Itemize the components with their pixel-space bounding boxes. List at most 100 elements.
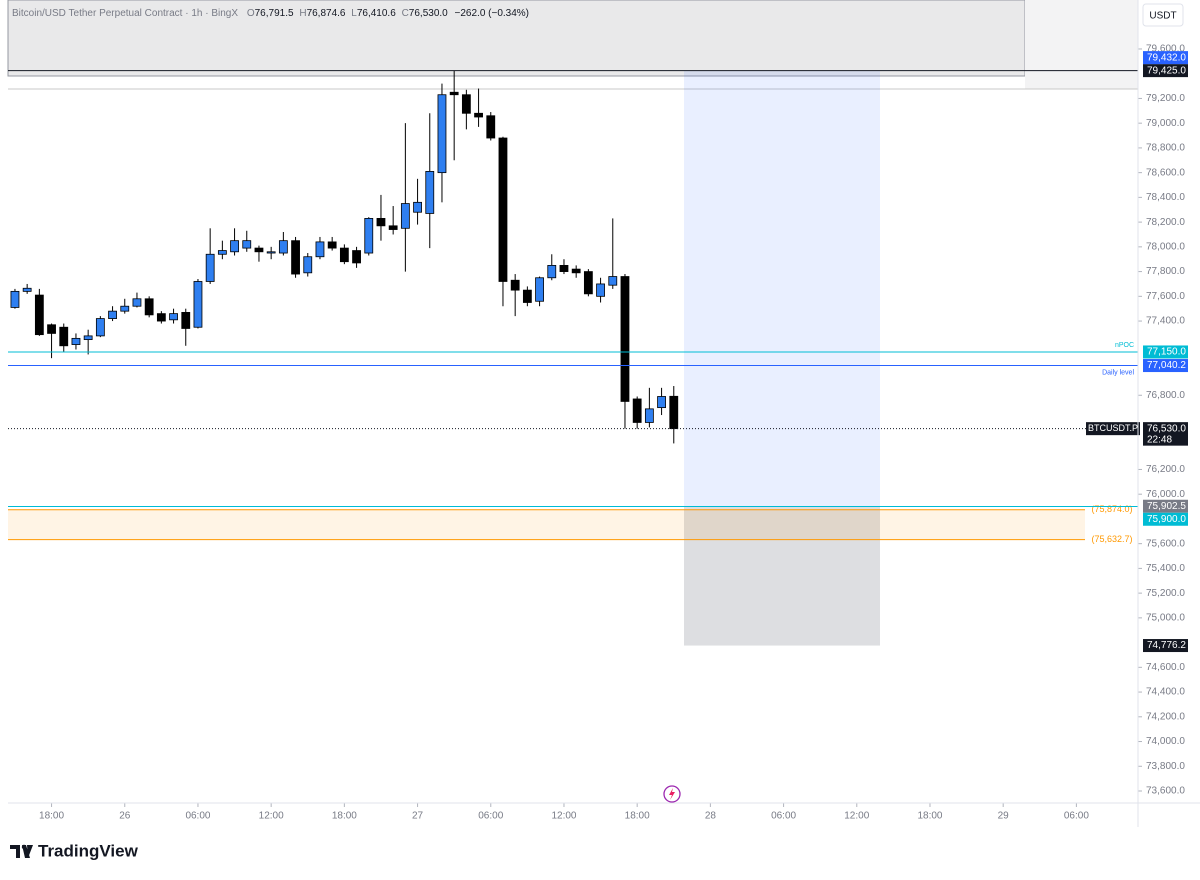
y-tick-label: 77,800.0 [1146,266,1185,277]
zone-label: (75,874.0) [1091,504,1132,514]
candle-body [303,256,313,274]
x-tick-label: 06:00 [771,811,796,822]
candle-body [95,318,105,337]
header: Bitcoin/USD Tether Perpetual Contract · … [12,8,529,19]
candle-body [315,241,325,258]
candle-body [132,298,142,307]
candle-body [449,91,459,96]
event-bolt [669,788,675,800]
candle-body [169,313,178,321]
y-tick-label: 74,000.0 [1146,736,1185,747]
candle-body [242,240,252,249]
candle-body [278,240,288,254]
candle-body [486,115,496,139]
plot-layer: 79,600.0 79,200.0 79,000.0 78,800.0 78,600.0… [8,44,1188,822]
x-tick-label: 06:00 [1064,811,1089,822]
candle-body [669,395,679,430]
candle-body [230,240,239,253]
price-label-box [1143,359,1188,373]
brand: TradingView [38,841,139,860]
y-tick-label: 79,600.0 [1146,44,1185,55]
price-label: 74,776.2 [1147,640,1186,651]
ohlc-value: 76,530.0 [409,8,448,19]
range-box [7,0,1026,77]
ohlc-value: 76,410.6 [357,8,396,19]
logo [10,844,33,858]
candle-body [510,279,520,291]
zone [8,509,1085,540]
ohlc-value: 76,791.5 [255,8,294,19]
price-label-box [1143,639,1188,653]
price-label-box [1143,499,1188,513]
currency-button[interactable] [1142,3,1184,27]
candle-body [376,218,386,227]
candle-body [644,408,654,423]
y-tick-label: 74,200.0 [1146,711,1185,722]
price-label: 76,530.0 [1147,423,1186,434]
x-tick-label: 18:00 [39,811,64,822]
candle-body [156,313,166,322]
y-tick-label: 73,600.0 [1146,786,1185,797]
ohlc-key: O [247,8,255,19]
change: −262.0 (−0.34%) [455,8,530,19]
countdown-box [1143,433,1188,446]
y-tick-label: 78,200.0 [1146,217,1185,228]
y-tick-label: 75,200.0 [1146,588,1185,599]
range-box-light [1025,0,1138,89]
y-tick-label: 74,400.0 [1146,687,1185,698]
y-tick-label: 78,600.0 [1146,167,1185,178]
candle-body [596,283,605,297]
x-tick-label: 18:00 [917,811,942,822]
price-label-box [1143,64,1188,78]
ohlc-key: C [402,8,409,19]
price-label-box [1143,422,1188,436]
candle-body [217,250,227,255]
candle-body [498,137,508,282]
y-tick-label: 76,200.0 [1146,464,1185,475]
candle-body [461,94,471,114]
candle-body [364,218,374,254]
price-label: 79,432.0 [1147,52,1186,63]
candle-body [22,287,32,292]
candle-body [144,298,154,316]
candle-body [657,396,666,409]
candle-body [254,247,264,253]
candle-body [47,324,56,334]
y-tick-label: 77,400.0 [1146,316,1185,327]
price-label-box [1143,51,1188,65]
level-note: Daily level [1102,369,1134,376]
ohlc-value: 76,874.6 [307,8,346,19]
candle-body [608,276,618,286]
candle-body [474,112,483,118]
candle-body [352,250,361,264]
symbol-tag-box [1086,422,1140,436]
ohlc-key: H [299,8,306,19]
candle-body [71,337,81,345]
candle-body [59,326,69,347]
position-target [684,506,880,646]
candle-body [413,201,422,213]
y-tick-label: 75,400.0 [1146,563,1185,574]
y-tick-label: 76,000.0 [1146,489,1185,500]
candle-body [400,203,410,229]
x-tick-label: 26 [119,811,131,822]
x-tick-label: 12:00 [844,811,869,822]
x-tick-label: 28 [705,811,717,822]
price-label: 75,900.0 [1147,514,1186,525]
price-label: 79,425.0 [1147,65,1186,76]
y-tick-label: 79,200.0 [1146,93,1185,104]
y-tick-label: 74,600.0 [1146,662,1185,673]
candle-body [83,335,93,341]
x-tick-label: 18:00 [332,811,357,822]
candle-body [193,281,203,328]
candle-body [571,268,581,274]
candle-body [205,253,215,282]
candle-body [632,398,642,423]
candle-body [181,311,191,329]
candle-body [120,305,130,312]
candle-body [437,94,447,174]
candle-body [620,276,630,402]
candle-body [34,294,44,336]
